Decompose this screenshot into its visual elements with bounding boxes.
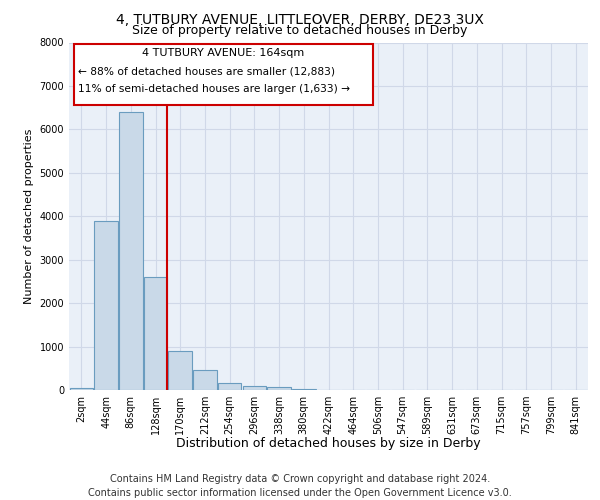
Bar bbox=[119, 112, 143, 390]
FancyBboxPatch shape bbox=[74, 44, 373, 105]
Bar bbox=[242, 386, 266, 390]
Text: ← 88% of detached houses are smaller (12,883): ← 88% of detached houses are smaller (12… bbox=[79, 67, 335, 77]
Y-axis label: Number of detached properties: Number of detached properties bbox=[24, 128, 34, 304]
Bar bbox=[292, 388, 316, 390]
Bar bbox=[193, 370, 217, 390]
Bar bbox=[218, 384, 241, 390]
Bar bbox=[268, 386, 291, 390]
X-axis label: Distribution of detached houses by size in Derby: Distribution of detached houses by size … bbox=[176, 437, 481, 450]
Text: Contains HM Land Registry data © Crown copyright and database right 2024.
Contai: Contains HM Land Registry data © Crown c… bbox=[88, 474, 512, 498]
Bar bbox=[94, 220, 118, 390]
Bar bbox=[169, 351, 192, 390]
Text: 4 TUTBURY AVENUE: 164sqm: 4 TUTBURY AVENUE: 164sqm bbox=[142, 48, 305, 58]
Text: 11% of semi-detached houses are larger (1,633) →: 11% of semi-detached houses are larger (… bbox=[79, 84, 350, 94]
Text: Size of property relative to detached houses in Derby: Size of property relative to detached ho… bbox=[133, 24, 467, 37]
Bar bbox=[144, 277, 167, 390]
Bar bbox=[70, 388, 93, 390]
Text: 4, TUTBURY AVENUE, LITTLEOVER, DERBY, DE23 3UX: 4, TUTBURY AVENUE, LITTLEOVER, DERBY, DE… bbox=[116, 12, 484, 26]
